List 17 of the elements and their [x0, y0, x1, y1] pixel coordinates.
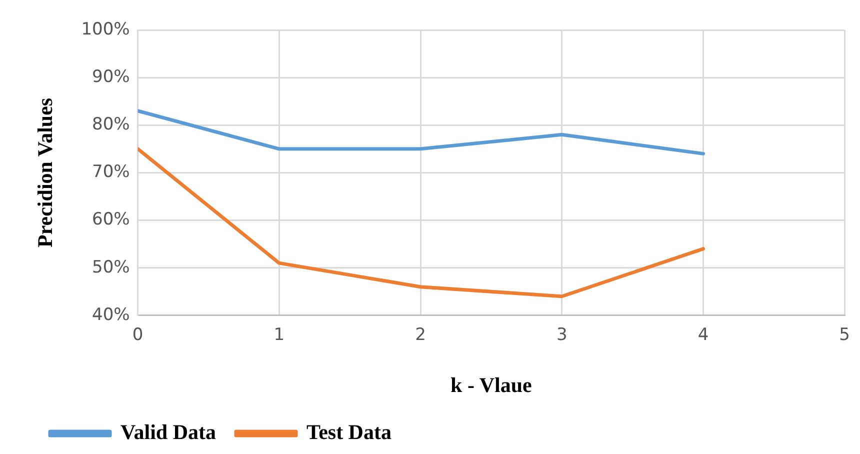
x-axis-title: k - Vlaue	[450, 372, 532, 397]
x-tick-label: 4	[698, 325, 709, 346]
legend-label: Test Data	[306, 420, 392, 444]
y-tick-label: 80%	[92, 114, 130, 135]
y-tick-label: 70%	[92, 162, 130, 182]
x-tick-label: 3	[556, 325, 568, 346]
y-tick-label: 60%	[92, 210, 130, 230]
x-tick-label: 2	[415, 325, 426, 346]
x-tick-label: 1	[274, 325, 285, 346]
legend-label: Valid Data	[120, 420, 216, 444]
y-axis-title: Precidion Values	[33, 98, 58, 248]
y-tick-label: 100%	[81, 19, 130, 40]
x-tick-label: 5	[839, 325, 850, 346]
x-tick-label: 0	[132, 325, 144, 346]
y-tick-label: 90%	[92, 66, 130, 87]
y-tick-label: 50%	[92, 257, 130, 278]
y-tick-label: 40%	[92, 304, 130, 325]
